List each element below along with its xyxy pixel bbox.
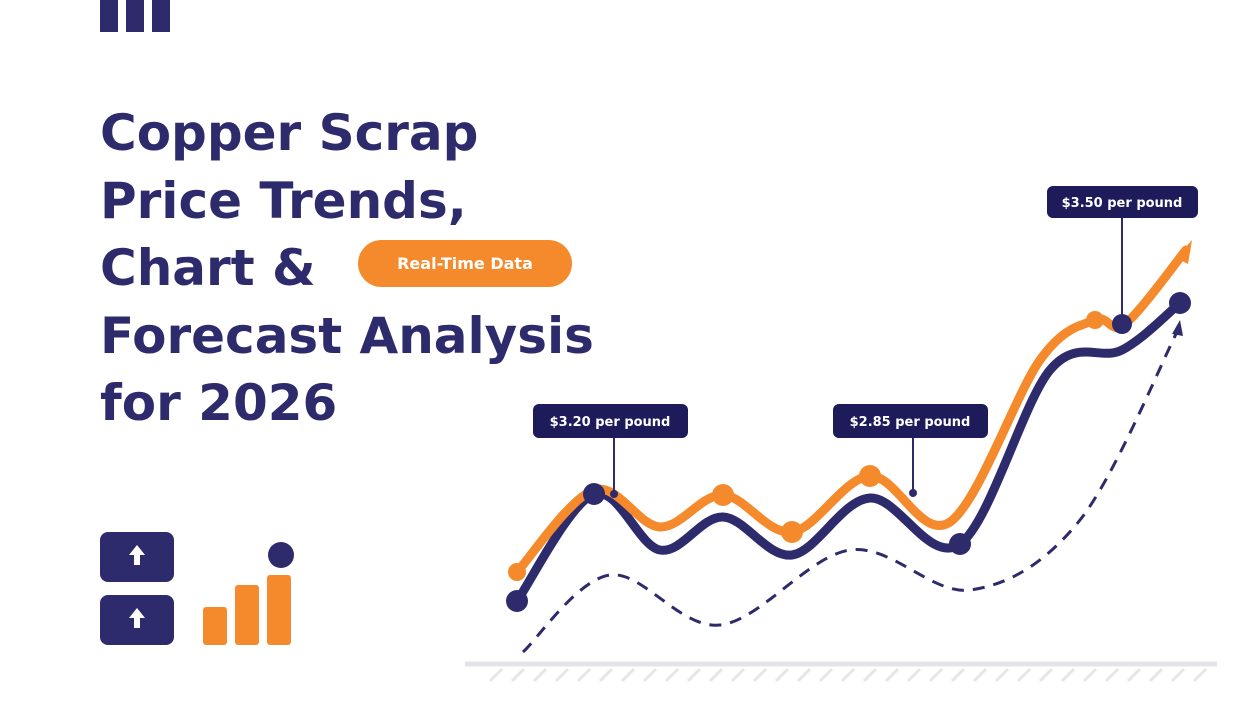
hatch-line xyxy=(884,667,900,683)
hatch-line xyxy=(818,667,834,683)
callout: $3.20 per pound xyxy=(533,404,688,498)
badge xyxy=(358,240,572,287)
hatch-line xyxy=(906,667,922,683)
hatch-line xyxy=(1016,667,1032,683)
title-line: Copper Scrap xyxy=(100,104,478,162)
arrow-head xyxy=(1176,240,1192,264)
hatch-line xyxy=(642,667,658,683)
hatch-line xyxy=(796,667,812,683)
hatch-line xyxy=(774,667,790,683)
hatch-line xyxy=(1126,667,1142,683)
hatch-line xyxy=(510,667,526,683)
hatch-line xyxy=(620,667,636,683)
forecast-curve xyxy=(521,329,1180,654)
icons xyxy=(100,532,294,645)
title-line: Price Trends, xyxy=(100,172,467,230)
price-curve xyxy=(512,298,1185,606)
title-line: for 2026 xyxy=(100,374,337,432)
hatch-line xyxy=(1104,667,1120,683)
badge-text: Real-Time Data xyxy=(397,254,533,273)
hatch-line xyxy=(1060,667,1076,683)
hatch-line xyxy=(488,667,504,683)
hatch-line xyxy=(708,667,724,683)
hatch-line xyxy=(840,667,856,683)
hatch-line xyxy=(928,667,944,683)
title-line: Chart & xyxy=(100,239,316,297)
hatch-line xyxy=(862,667,878,683)
hatch-line xyxy=(1038,667,1054,683)
hatch-line xyxy=(554,667,570,683)
arrow-head xyxy=(1172,320,1183,336)
callout: $2.85 per pound xyxy=(833,404,988,497)
hatch-line xyxy=(686,667,702,683)
hatch-line xyxy=(576,667,592,683)
hatch-line xyxy=(598,667,614,683)
title-line: Forecast Analysis xyxy=(100,307,594,365)
hatch-line xyxy=(1170,667,1186,683)
dots xyxy=(506,292,1191,612)
ground-hatch xyxy=(488,667,1208,683)
hatch-line xyxy=(532,667,548,683)
callout: $3.50 per pound xyxy=(1047,186,1198,324)
callout-text: $3.20 per pound xyxy=(550,415,671,430)
hatch-line xyxy=(950,667,966,683)
hatch-line xyxy=(972,667,988,683)
hatch-line xyxy=(994,667,1010,683)
hatch-line xyxy=(752,667,768,683)
callout-text: $2.85 per pound xyxy=(850,415,971,430)
hatch-line xyxy=(664,667,680,683)
hatch-line xyxy=(1192,667,1208,683)
hatch-line xyxy=(1082,667,1098,683)
hatch-line xyxy=(730,667,746,683)
callout-text: $3.50 per pound xyxy=(1062,196,1183,211)
hatch-line xyxy=(1148,667,1164,683)
logo xyxy=(100,0,170,32)
